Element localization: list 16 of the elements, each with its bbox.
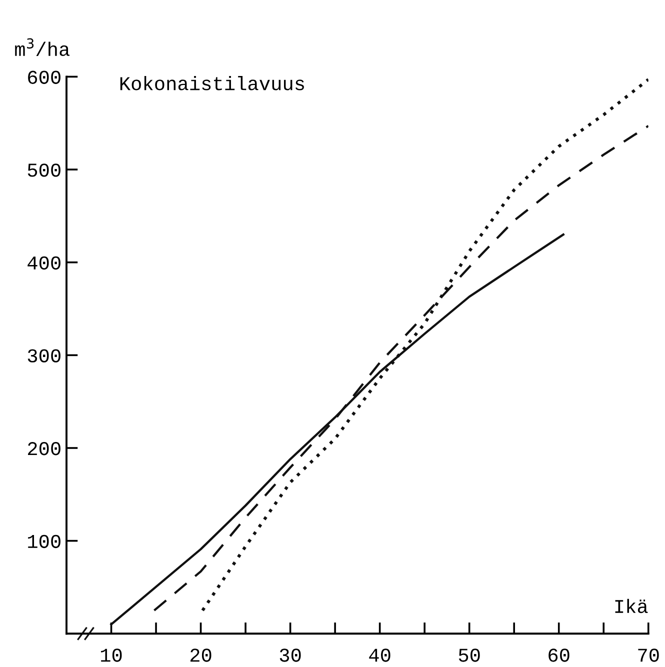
x-tick-label: 10 <box>100 648 122 662</box>
y-tick-label: 300 <box>28 349 60 362</box>
y-axis-title: m$^{3}$/ha <box>15 38 70 56</box>
y-tick-label: 500 <box>28 164 60 177</box>
x-tick-label: 40 <box>369 648 390 662</box>
y-tick-label: 100 <box>28 534 60 548</box>
y-tick-label: 400 <box>28 256 60 270</box>
x-tick-label: 30 <box>280 648 301 662</box>
y-tick-label: 200 <box>28 442 60 456</box>
annotation: Kokonaistilavuus <box>120 76 304 90</box>
x-tick-label: 50 <box>458 648 480 662</box>
x-tick-label: 70 <box>638 648 659 662</box>
x-tick-label: 60 <box>548 648 570 662</box>
x-axis-title: Ikä <box>615 598 648 614</box>
y-tick-label: 600 <box>28 70 60 84</box>
x-tick-label: 20 <box>190 648 212 662</box>
